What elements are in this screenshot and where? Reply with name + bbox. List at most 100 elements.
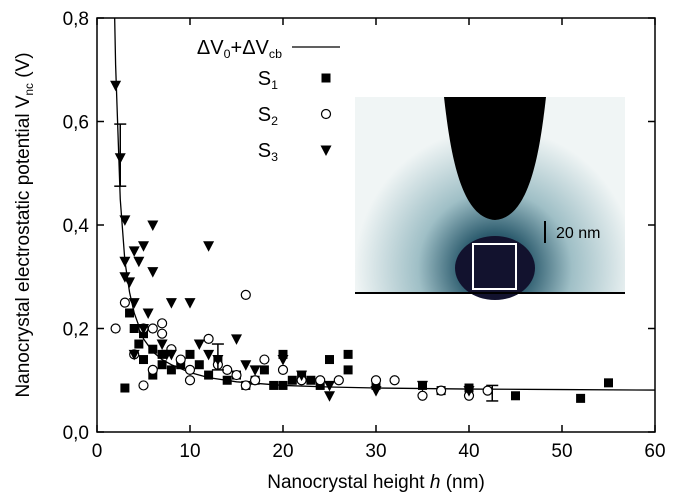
circle-marker bbox=[436, 385, 447, 396]
x-tick-label: 50 bbox=[551, 441, 572, 462]
circle-marker bbox=[389, 375, 400, 386]
square-marker bbox=[139, 355, 148, 365]
triangle-marker bbox=[203, 349, 215, 361]
triangle-marker bbox=[110, 80, 122, 92]
triangle-marker bbox=[119, 215, 131, 226]
square-marker bbox=[148, 370, 158, 380]
triangle-marker bbox=[138, 241, 149, 252]
legend-label: S2 bbox=[258, 104, 278, 128]
triangle-marker bbox=[165, 349, 177, 361]
square-marker bbox=[604, 378, 613, 388]
circle-marker bbox=[240, 380, 251, 391]
y-axis-label: Nanocrystal electrostatic potential Vnc … bbox=[13, 52, 36, 397]
square-marker bbox=[194, 360, 204, 370]
circle-marker bbox=[119, 297, 131, 308]
triangle-marker bbox=[124, 277, 136, 288]
triangle-marker bbox=[165, 298, 177, 309]
x-tick-label: 10 bbox=[179, 441, 200, 462]
text-part: (nm) bbox=[440, 472, 484, 493]
triangle-marker bbox=[320, 145, 332, 156]
triangle-marker bbox=[231, 334, 242, 345]
square-marker bbox=[148, 344, 158, 354]
text-part: 1 bbox=[271, 78, 278, 92]
circle-marker bbox=[259, 354, 270, 365]
triangle-marker bbox=[133, 256, 145, 268]
circle-marker bbox=[203, 333, 214, 344]
y-tick-label: 0,4 bbox=[63, 216, 90, 237]
square-marker bbox=[185, 349, 195, 359]
text-part: cb bbox=[269, 47, 282, 61]
circle-marker bbox=[222, 364, 233, 375]
square-marker bbox=[129, 324, 139, 333]
y-tick-label: 0,0 bbox=[63, 423, 89, 444]
square-marker bbox=[157, 360, 167, 370]
square-marker bbox=[287, 375, 297, 385]
square-marker bbox=[134, 339, 144, 349]
text-part: S bbox=[258, 140, 271, 162]
triangle-marker bbox=[138, 324, 149, 335]
circle-marker bbox=[110, 323, 121, 334]
square-marker bbox=[259, 365, 269, 375]
square-marker bbox=[371, 380, 381, 390]
triangle-marker bbox=[324, 391, 335, 402]
y-tick-label: 0,2 bbox=[63, 320, 89, 341]
triangle-marker bbox=[142, 308, 154, 319]
circle-marker bbox=[231, 369, 242, 381]
circle-marker bbox=[184, 364, 196, 375]
error-bar bbox=[486, 384, 499, 402]
circle-marker bbox=[147, 323, 158, 334]
text-part: nc bbox=[23, 83, 36, 96]
circle-marker bbox=[370, 375, 382, 386]
square-marker bbox=[157, 349, 167, 359]
plot-area bbox=[110, 18, 655, 403]
triangle-marker bbox=[128, 246, 140, 257]
inset-nanocrystal bbox=[472, 243, 517, 290]
circle-marker bbox=[175, 354, 186, 365]
x-axis-label: Nanocrystal height h (nm) bbox=[267, 472, 485, 493]
circle-marker bbox=[320, 108, 332, 120]
square-marker bbox=[125, 308, 135, 318]
triangle-marker bbox=[193, 339, 205, 351]
text-part: S bbox=[258, 104, 271, 126]
square-marker bbox=[269, 380, 279, 390]
square-marker bbox=[176, 360, 186, 370]
error-bar bbox=[114, 123, 127, 187]
square-marker bbox=[278, 380, 288, 390]
square-marker bbox=[321, 73, 331, 83]
circle-marker bbox=[184, 375, 196, 386]
square-marker bbox=[576, 393, 586, 403]
scale-label: 20 nm bbox=[556, 225, 600, 242]
circle-marker bbox=[315, 375, 326, 386]
text-part: (V) bbox=[13, 52, 34, 83]
text-part: S bbox=[258, 68, 271, 90]
triangle-marker bbox=[119, 256, 131, 268]
text-part: +ΔV bbox=[231, 37, 270, 59]
error-bar bbox=[211, 343, 224, 371]
circle-marker bbox=[147, 364, 158, 375]
triangle-marker bbox=[417, 380, 428, 392]
x-tick-label: 20 bbox=[272, 441, 293, 462]
square-marker bbox=[343, 365, 353, 375]
triangle-marker bbox=[147, 267, 159, 278]
square-marker bbox=[511, 391, 520, 401]
y-tick-label: 0,8 bbox=[63, 9, 89, 30]
circle-marker bbox=[157, 318, 168, 329]
square-marker bbox=[204, 370, 214, 380]
triangle-marker bbox=[370, 386, 382, 397]
text-part: 3 bbox=[271, 150, 278, 164]
x-tick-label: 60 bbox=[644, 441, 665, 462]
circle-marker bbox=[333, 375, 344, 386]
square-marker bbox=[325, 355, 334, 365]
triangle-marker bbox=[240, 360, 252, 371]
triangle-marker bbox=[203, 241, 215, 252]
y-tick-label: 0,6 bbox=[63, 113, 89, 134]
triangle-marker bbox=[128, 298, 140, 309]
inset-tip bbox=[444, 97, 546, 220]
circle-marker bbox=[240, 289, 251, 300]
triangle-marker bbox=[324, 380, 335, 392]
circle-marker bbox=[277, 364, 289, 375]
square-marker bbox=[120, 383, 130, 393]
circle-marker bbox=[138, 380, 149, 391]
